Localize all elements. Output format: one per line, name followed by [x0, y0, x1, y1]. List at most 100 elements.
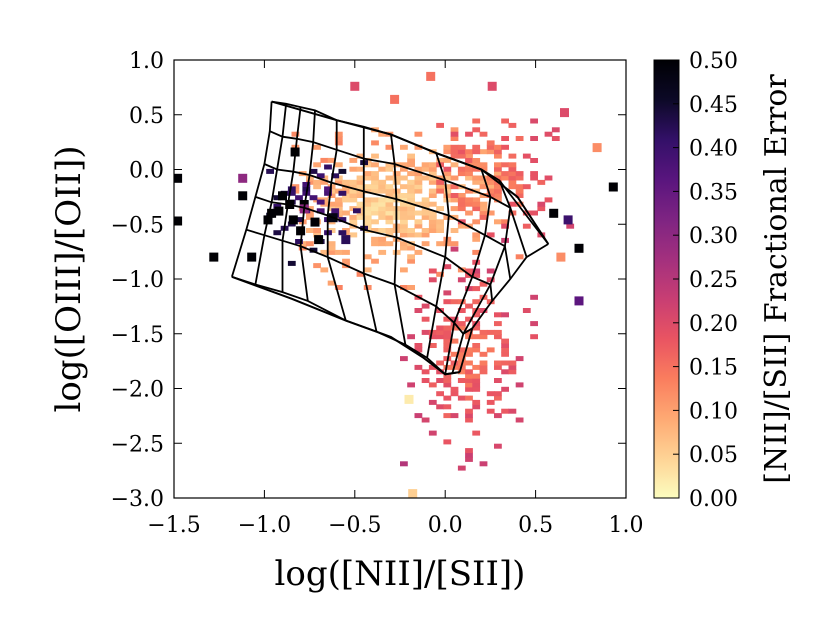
heatmap-cell [450, 246, 459, 252]
heatmap-cell [544, 131, 553, 137]
colorbar-tick-label: 0.30 [689, 224, 738, 249]
heatmap-cell [385, 241, 394, 247]
heatmap-cell [479, 184, 488, 190]
outlier-point [549, 208, 559, 218]
outlier-point [487, 81, 497, 91]
heatmap-cell [494, 413, 502, 419]
model-grid-line [299, 110, 316, 302]
heatmap-cell [515, 193, 524, 198]
heatmap-cell [472, 299, 481, 305]
heatmap-cell [450, 144, 459, 150]
outlier-point [174, 173, 183, 183]
heatmap-cell [428, 175, 437, 181]
heatmap-cell [443, 382, 452, 388]
heatmap-cell [486, 268, 495, 274]
heatmap-cell [472, 373, 481, 379]
x-tick-label: 1.0 [609, 513, 644, 538]
heatmap-cell [334, 201, 343, 207]
model-grid-line [444, 169, 492, 375]
heatmap-cell [327, 201, 336, 207]
heatmap-cell [443, 175, 452, 181]
y-axis: −3.0 −2.5 −2.0 −1.5 −1.0 −0.5 0.0 0.5 1.0 [111, 49, 626, 512]
heatmap-cell [515, 356, 524, 362]
heatmap-cell [479, 131, 488, 137]
heatmap-cell [494, 188, 502, 194]
heatmap-cell [508, 171, 517, 177]
heatmap-cell [501, 369, 509, 375]
heatmap-cell [472, 347, 481, 353]
heatmap-cell [457, 321, 466, 327]
heatmap-cell [414, 171, 423, 177]
y-axis-label: log([OIII]/[OII]) [49, 145, 89, 412]
heatmap-cell [371, 188, 379, 194]
heatmap-cell [443, 171, 452, 177]
heatmap-cell [313, 179, 321, 185]
heatmap-cell [392, 179, 401, 185]
heatmap-cell [472, 201, 481, 207]
heatmap-cell [327, 280, 336, 286]
heatmap-cell [515, 254, 524, 260]
model-grid-line [254, 103, 287, 285]
heatmap-cell [320, 249, 329, 255]
colorbar-tick-label: 0.20 [689, 312, 738, 337]
heatmap-cell [486, 408, 495, 414]
colorbar-tick-label: 0.50 [689, 49, 738, 74]
heatmap-cell [472, 127, 481, 133]
heatmap-cell [363, 254, 372, 260]
heatmap-cell [508, 369, 517, 375]
heatmap-cell [414, 175, 423, 181]
heatmap-cell [363, 219, 372, 225]
heatmap-cell [472, 175, 481, 181]
plot-frame [173, 59, 627, 499]
heatmap-cell [428, 201, 437, 207]
heatmap-cell [378, 228, 387, 233]
heatmap-cell [349, 193, 358, 198]
heatmap-cell [414, 347, 423, 353]
heatmap-cell [479, 329, 488, 335]
heatmap-cell [428, 219, 437, 225]
heatmap-cell [479, 364, 488, 370]
heatmap-cell [494, 193, 502, 198]
heatmap-cell [421, 175, 430, 181]
outlier-point [350, 81, 360, 91]
colorbar-tick-label: 0.15 [689, 356, 738, 381]
heatmap-cell [501, 118, 509, 124]
heatmap-cell [508, 166, 517, 172]
heatmap-cell [436, 360, 444, 366]
heatmap-cell [421, 228, 430, 233]
heatmap-cell [486, 140, 495, 146]
heatmap-cell [465, 386, 473, 392]
outlier-point [174, 216, 183, 226]
heatmap-cell [472, 162, 481, 168]
heatmap-cell [356, 201, 365, 207]
heatmap-cell [334, 136, 343, 141]
heatmap-cell [400, 197, 408, 203]
heatmap-cell [400, 223, 408, 229]
heatmap-cell [457, 223, 466, 229]
heatmap-cell [465, 149, 473, 155]
heatmap-cell [414, 308, 423, 313]
heatmap-cell [371, 236, 379, 242]
heatmap-cell [407, 188, 415, 194]
heatmap-cell [472, 386, 481, 392]
heatmap-cell [443, 214, 452, 220]
heatmap-cell [407, 193, 415, 198]
heatmap-cell [378, 201, 387, 207]
heatmap-cell [349, 166, 358, 172]
heatmap-cell [494, 162, 502, 168]
heatmap-cell [421, 369, 430, 375]
x-tick-label: 0.0 [428, 513, 463, 538]
heatmap-cell [356, 193, 365, 198]
heatmap-cell [428, 193, 437, 198]
heatmap-cell [515, 201, 524, 207]
heatmap-cell [421, 232, 430, 238]
heatmap-cell [327, 157, 336, 163]
model-grid-line [451, 180, 512, 374]
heatmap-cell [494, 443, 502, 449]
heatmap-cell [450, 386, 459, 392]
heatmap-cell [421, 241, 430, 247]
heatmap-cell [324, 190, 332, 196]
heatmap-cell [486, 391, 495, 397]
heatmap-cell [501, 144, 509, 150]
heatmap-cell [501, 175, 509, 181]
